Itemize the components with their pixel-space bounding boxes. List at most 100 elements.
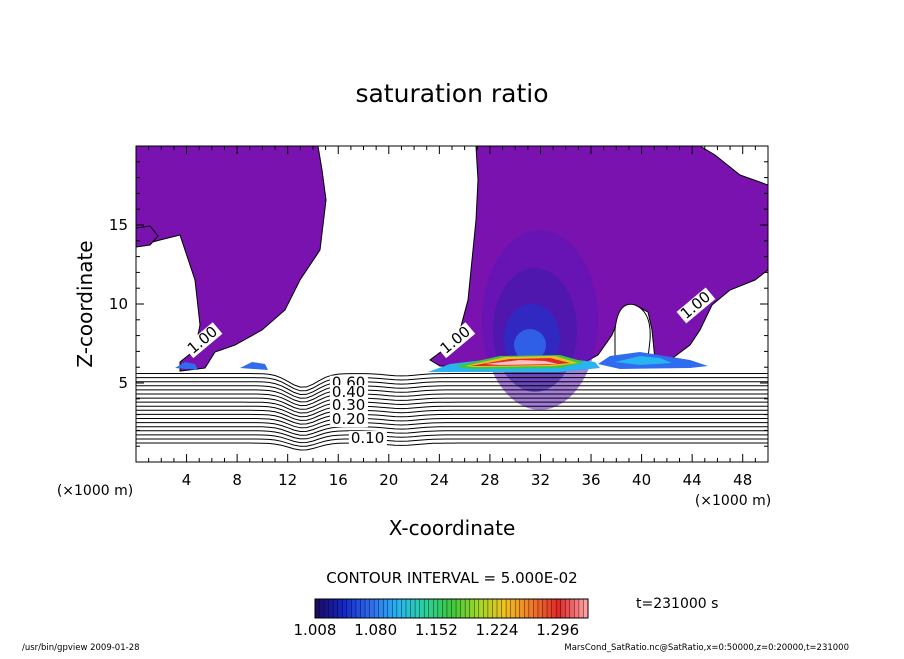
x-axis-label: X-coordinate xyxy=(389,516,516,540)
colorbar-swatch xyxy=(492,599,498,618)
x-tick-label: 32 xyxy=(531,471,550,489)
colorbar-tick-labels: 1.008 1.080 1.152 1.224 1.296 xyxy=(294,621,580,639)
colorbar-swatch xyxy=(506,599,511,618)
x-tick-label: 8 xyxy=(232,471,242,489)
colorbar-swatch xyxy=(428,599,434,618)
colorbar-tick-label: 1.008 xyxy=(294,621,337,639)
colorbar-swatch xyxy=(510,599,516,618)
colorbar-tick-label: 1.152 xyxy=(415,621,458,639)
y-axis-ticks: 5 10 15 xyxy=(109,161,768,447)
colorbar-swatch xyxy=(556,599,561,618)
contour-lines xyxy=(136,373,768,451)
colorbar-swatch xyxy=(337,599,343,618)
colorbar-swatch xyxy=(483,599,489,618)
y-tick-label: 10 xyxy=(109,295,128,313)
colorbar-swatch xyxy=(355,599,361,618)
colorbar-swatch xyxy=(442,599,448,618)
colorbar-swatch xyxy=(487,599,493,618)
colorbar-tick-label: 1.080 xyxy=(354,621,397,639)
colorbar-swatch xyxy=(474,599,480,618)
x-tick-label: 44 xyxy=(683,471,702,489)
contour-line xyxy=(136,405,768,418)
colorbar-swatch xyxy=(565,599,571,618)
colorbar-swatch xyxy=(410,599,416,618)
contour-label-bg xyxy=(329,397,368,413)
contour-label: 0.30 xyxy=(332,396,365,414)
x-tick-label: 16 xyxy=(329,471,348,489)
contour-line xyxy=(136,422,768,433)
contour-line xyxy=(136,389,768,403)
y-tick-label: 15 xyxy=(109,216,128,234)
colorbar-swatch xyxy=(342,599,348,618)
colorbar-swatch xyxy=(315,599,320,618)
colorbar-swatch xyxy=(383,599,389,618)
colorbar-swatch xyxy=(528,599,534,618)
colorbar-swatch xyxy=(328,599,334,618)
x-tick-label: 40 xyxy=(632,471,651,489)
colorbar-swatch xyxy=(369,599,375,618)
left-edge-patch xyxy=(136,225,159,248)
colorbar-swatch xyxy=(378,599,384,618)
contour-line xyxy=(136,430,768,440)
colorbar-swatch xyxy=(560,599,566,618)
x-tick-label: 24 xyxy=(430,471,449,489)
colorbar-swatch xyxy=(333,599,339,618)
contour-line xyxy=(136,377,768,392)
contour-line xyxy=(136,393,768,407)
colorbar-swatch xyxy=(424,599,430,618)
colorbar-swatch xyxy=(501,599,507,618)
footer-left: /usr/bin/gpview 2009-01-28 xyxy=(22,643,140,653)
contour-label-bg xyxy=(183,322,223,359)
colorbar-swatch xyxy=(578,599,584,618)
colorbar-swatch xyxy=(374,599,379,618)
contour-line xyxy=(136,438,768,447)
colorbar-swatch xyxy=(547,599,552,618)
colorbar xyxy=(314,598,589,619)
colorbar-swatch xyxy=(387,599,393,618)
contour-label-bg xyxy=(436,322,476,359)
colorbar-swatch xyxy=(415,599,420,618)
chart-title: saturation ratio xyxy=(355,79,548,108)
left-cloud-region xyxy=(136,146,327,372)
colorbar-swatch xyxy=(351,599,357,618)
colorbar-swatch xyxy=(360,599,366,618)
colorbar-swatch xyxy=(392,599,398,618)
colorbar-swatch xyxy=(519,599,525,618)
plot-area: 1.00 1.001.000.600.400.300.200.10 xyxy=(136,146,768,451)
x-tick-label: 20 xyxy=(379,471,398,489)
colorbar-swatch xyxy=(451,599,457,618)
colorbar-swatch xyxy=(319,599,325,618)
contour-line xyxy=(136,418,768,429)
contour-line xyxy=(136,381,768,396)
y-axis-label: Z-coordinate xyxy=(73,240,97,367)
contour-label: 0.20 xyxy=(332,410,365,428)
condensation-band xyxy=(175,352,708,372)
colorbar-swatch xyxy=(324,599,329,618)
contour-interval: CONTOUR INTERVAL = 5.000E-02 xyxy=(326,569,577,587)
colorbar-swatch xyxy=(396,599,402,618)
unsaturated-hole xyxy=(614,303,651,359)
colorbar-swatch xyxy=(401,599,407,618)
x-axis-ticks: 4 8 12 16 20 24 28 32 36 40 44 48 xyxy=(148,146,756,489)
colorbar-swatch xyxy=(524,599,530,618)
footer-right: MarsCond_SatRatio.nc@SatRatio,x=0:50000,… xyxy=(564,643,849,653)
colorbar-swatch xyxy=(551,599,557,618)
colorbar-swatch xyxy=(497,599,502,618)
colorbar-swatch xyxy=(537,599,543,618)
contour-line xyxy=(136,373,768,388)
contour-line xyxy=(136,413,768,425)
contour-line xyxy=(136,401,768,414)
right-cloud-region xyxy=(429,146,768,367)
colorbar-swatch xyxy=(406,599,411,618)
colorbar-swatch xyxy=(478,599,484,618)
contour-label-bg xyxy=(329,385,368,401)
colorbar-swatch xyxy=(469,599,475,618)
contour-line xyxy=(136,426,768,436)
colorbar-tick-label: 1.296 xyxy=(536,621,579,639)
x-tick-label: 48 xyxy=(733,471,752,489)
colorbar-swatch xyxy=(433,599,439,618)
contour-line xyxy=(136,385,768,399)
contour-line xyxy=(136,434,768,444)
colorbar-frame xyxy=(314,598,589,619)
